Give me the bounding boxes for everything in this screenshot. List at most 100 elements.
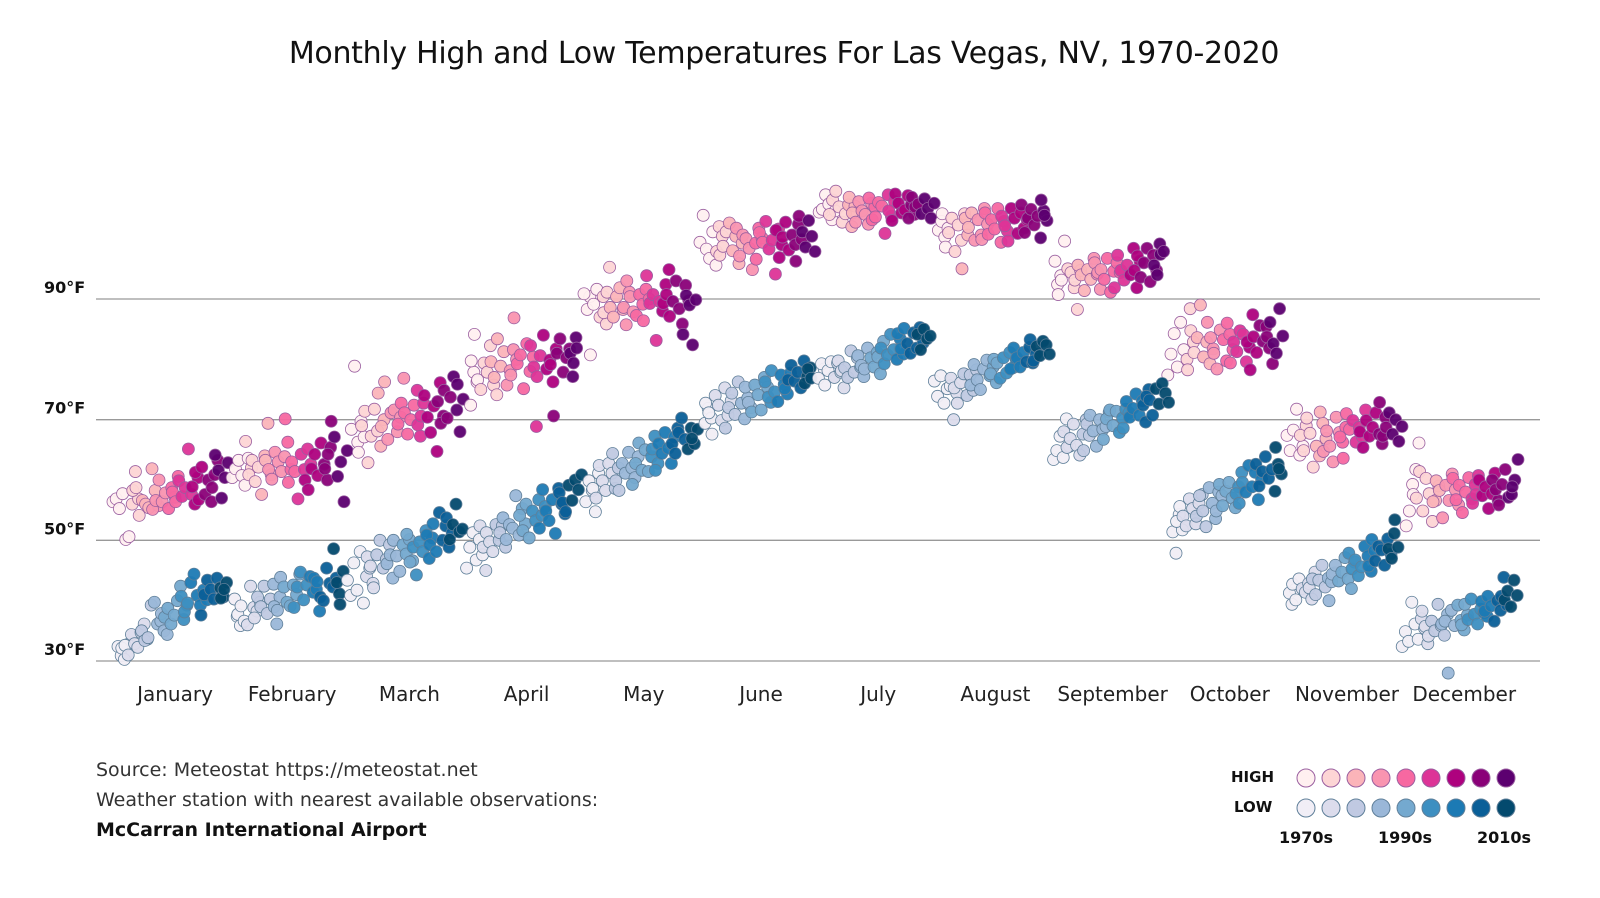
low-point (244, 579, 258, 593)
high-point (378, 375, 392, 389)
high-point (759, 214, 773, 228)
high-point (546, 375, 560, 389)
low-point (1216, 499, 1229, 513)
low-point (1387, 527, 1401, 540)
x-tick-label: November (1295, 682, 1400, 706)
high-point (490, 332, 504, 346)
high-point (779, 215, 792, 229)
high-point (291, 492, 305, 506)
low-point (626, 478, 639, 491)
low-point (719, 421, 732, 435)
high-point (1498, 463, 1512, 476)
low-point (270, 603, 284, 617)
high-point (327, 430, 341, 444)
low-point (771, 395, 785, 408)
high-point (607, 310, 620, 324)
legend-high-swatch (1346, 768, 1366, 788)
y-tick-label: 70°F (44, 399, 85, 418)
x-tick-label: June (737, 682, 783, 706)
low-point (1322, 594, 1336, 608)
legend-high-swatch (1446, 768, 1466, 788)
high-point (1194, 298, 1207, 312)
high-point (962, 220, 975, 234)
high-point (215, 491, 229, 505)
high-point (1395, 420, 1409, 433)
high-point (1243, 363, 1257, 377)
low-point (974, 383, 987, 396)
high-point (318, 462, 332, 476)
high-point (129, 481, 143, 495)
high-point (619, 318, 633, 332)
low-point (320, 561, 334, 575)
y-tick-label: 90°F (44, 278, 85, 297)
high-point (823, 208, 836, 221)
high-point (808, 245, 822, 258)
legend-high-swatch (1396, 768, 1416, 788)
legend-high-swatch (1371, 768, 1391, 788)
high-point (397, 371, 411, 385)
low-point (1272, 462, 1286, 476)
high-point (1001, 234, 1015, 248)
low-point (685, 432, 699, 445)
legend-low-label: LOW (1234, 798, 1273, 816)
high-point (1313, 405, 1327, 419)
high-point (255, 488, 269, 501)
low-point (549, 527, 562, 540)
high-point (517, 382, 530, 396)
low-point (400, 527, 414, 541)
high-point (1270, 346, 1283, 360)
low-point (606, 447, 619, 460)
high-point (185, 480, 199, 494)
low-point (1309, 588, 1322, 602)
high-point (1412, 436, 1426, 450)
low-point (147, 595, 161, 609)
x-tick-label: April (504, 682, 550, 706)
low-point (443, 533, 457, 546)
high-point (544, 358, 557, 371)
high-point (113, 502, 126, 515)
low-point (1415, 604, 1429, 618)
high-point (443, 390, 457, 404)
low-point (649, 463, 662, 477)
low-point (449, 497, 463, 511)
high-point (453, 425, 467, 439)
low-point (310, 575, 324, 589)
high-point (145, 462, 159, 476)
low-point (363, 559, 377, 573)
source-text: Source: Meteostat https://meteostat.net (96, 759, 478, 781)
high-point (278, 412, 292, 426)
legend-low-swatch (1421, 798, 1441, 818)
legend-high-label: HIGH (1231, 768, 1275, 786)
high-point (467, 327, 481, 341)
low-point (589, 491, 603, 505)
low-point (1345, 582, 1358, 595)
high-point (1230, 345, 1244, 359)
high-point (676, 327, 690, 341)
low-point (951, 396, 964, 410)
high-point (1207, 346, 1221, 360)
low-point (1193, 489, 1206, 503)
high-point (587, 297, 600, 311)
high-point (208, 448, 222, 462)
legend-low-swatch (1371, 798, 1391, 818)
high-point (1055, 273, 1068, 287)
high-point (566, 370, 580, 384)
high-point (1290, 402, 1303, 416)
chart-title: Monthly High and Low Temperatures For La… (288, 36, 1280, 71)
low-point (513, 509, 526, 522)
x-tick-label: January (135, 682, 213, 706)
low-point (347, 556, 361, 570)
low-point (181, 596, 195, 610)
low-point (1438, 628, 1451, 642)
low-point (818, 378, 832, 392)
high-point (924, 211, 938, 225)
high-point (1426, 495, 1440, 509)
high-point (1111, 248, 1124, 262)
high-point (1097, 272, 1111, 286)
high-point (420, 410, 434, 424)
y-tick-label: 50°F (44, 519, 85, 538)
low-point (340, 573, 354, 587)
low-point (1405, 595, 1419, 609)
low-point (429, 545, 443, 558)
low-point (1388, 513, 1402, 527)
